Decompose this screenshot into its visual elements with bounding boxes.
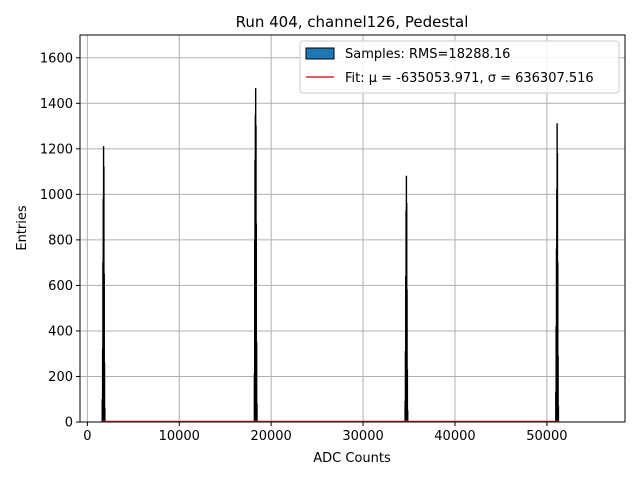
y-tick-label: 800 [48,233,73,248]
x-tick-label: 10000 [159,429,200,444]
y-tick-label: 400 [48,324,73,339]
y-axis-ticks: 0 200 400 600 800 1000 1200 1400 1600 [40,51,80,431]
y-tick-label: 200 [48,370,73,385]
legend-box [299,40,620,94]
legend: Samples: RMS=18288.16 Fit: μ = -635053.9… [299,40,620,94]
y-tick-label: 1000 [40,188,73,203]
histogram-bar-peak-4 [557,405,560,423]
legend-swatch-samples [305,47,335,60]
histogram-bar-peak-2 [256,403,258,423]
y-tick-label: 1200 [40,142,73,157]
y-tick-label: 0 [65,416,73,431]
histogram-bar-peak-1 [104,407,106,423]
y-tick-label: 1600 [40,51,73,66]
grid [80,35,625,423]
x-tick-label: 30000 [342,429,383,444]
legend-label-fit: Fit: μ = -635053.971, σ = 636307.516 [345,71,594,86]
x-tick-label: 20000 [250,429,291,444]
y-tick-label: 600 [48,279,73,294]
x-tick-label: 40000 [434,429,475,444]
plot-frame [79,34,626,423]
x-axis-label: ADC Counts [313,451,391,466]
chart-title: Run 404, channel126, Pedestal [236,13,469,31]
x-tick-label: 0 [83,429,91,444]
y-tick-label: 1400 [40,97,73,112]
histogram-bars [101,88,560,423]
x-tick-label: 50000 [526,429,567,444]
y-axis-label: Entries [15,205,30,251]
x-axis-ticks: 0 10000 20000 30000 40000 50000 [83,422,568,444]
legend-label-samples: Samples: RMS=18288.16 [345,47,510,62]
histogram-bar-peak-3 [407,410,409,423]
